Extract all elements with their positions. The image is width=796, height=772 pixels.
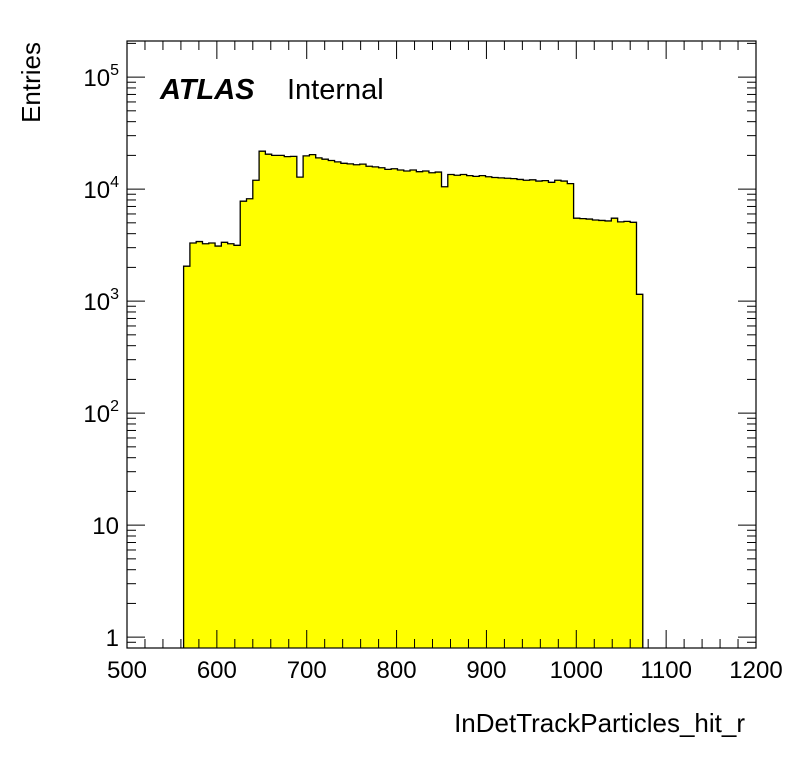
histogram-bar	[265, 154, 273, 648]
histogram-bar	[410, 170, 417, 648]
histogram-bar	[259, 151, 266, 648]
histogram-bar	[573, 218, 581, 648]
histogram-bar	[617, 221, 625, 648]
histogram-bar	[359, 164, 367, 648]
histogram-bar	[630, 222, 638, 649]
histogram-bar	[605, 220, 612, 648]
histogram-bar	[592, 219, 600, 648]
histogram-bar	[284, 156, 292, 648]
axis-tick-labels: 500 600 700 800 900 1000 1100 1200 1 10 102 103 104 1…	[83, 62, 782, 684]
histogram-bar	[428, 172, 436, 648]
x-tick-label: 1200	[729, 657, 782, 684]
histogram-bar	[623, 221, 631, 648]
histogram-bar	[548, 182, 556, 649]
histogram-bar	[422, 171, 430, 649]
histogram-bar	[491, 177, 499, 649]
histogram-bar	[252, 180, 260, 648]
histogram-bar	[290, 156, 298, 648]
histogram-bar	[296, 177, 304, 648]
histogram-bar	[208, 243, 216, 648]
histogram-bar	[309, 154, 317, 648]
histogram-bar	[636, 294, 644, 648]
histogram-bar	[504, 178, 512, 648]
y-tick-label: 103	[83, 286, 119, 316]
histogram-bar	[378, 167, 386, 648]
histogram-bar	[196, 241, 204, 649]
histogram-bar	[586, 219, 594, 648]
histogram-bar	[523, 180, 531, 648]
histogram-bar	[183, 266, 191, 648]
histogram-bar	[391, 168, 399, 648]
histogram-bar	[372, 166, 380, 648]
histogram-bar	[315, 157, 323, 649]
internal-label: Internal	[287, 74, 384, 106]
histogram-outline	[182, 150, 644, 648]
axis-ticks	[126, 41, 757, 649]
histogram-bar	[321, 159, 329, 649]
histogram-bar	[554, 180, 562, 648]
histogram-bar	[485, 176, 493, 648]
histogram-bar	[403, 171, 411, 649]
histogram-bar	[246, 198, 254, 649]
histogram-bar	[353, 164, 361, 649]
plot-frame	[126, 40, 757, 649]
histogram-bar	[416, 171, 424, 648]
histogram-bar	[510, 178, 518, 649]
histogram-bar	[277, 155, 285, 648]
x-tick-label: 500	[107, 657, 147, 684]
histogram-bar	[397, 170, 405, 648]
histogram-bar	[340, 163, 348, 649]
histogram-bar	[303, 155, 311, 649]
histogram-bar	[611, 218, 619, 648]
y-axis-title: Entries	[16, 42, 46, 123]
atlas-label: ATLAS	[159, 74, 255, 106]
y-tick-label: 104	[83, 174, 119, 204]
histogram-bar	[516, 179, 524, 648]
histogram-bar	[347, 163, 355, 648]
histogram-bar	[542, 180, 550, 648]
histogram-bar	[384, 169, 392, 648]
x-tick-label: 600	[197, 657, 237, 684]
histogram-bar	[441, 186, 449, 648]
histogram-bar	[366, 166, 373, 648]
y-tick-label: 10	[92, 513, 119, 540]
histogram-bar	[189, 243, 197, 648]
x-tick-label: 800	[377, 657, 417, 684]
histogram-bar	[561, 181, 568, 649]
histogram-bar	[567, 183, 575, 648]
histogram-bar	[221, 242, 229, 648]
y-tick-label: 105	[83, 62, 119, 92]
histogram-bar	[447, 174, 455, 648]
histogram-bar	[202, 243, 210, 648]
histogram-bars	[183, 151, 644, 649]
histogram-bar	[215, 246, 222, 648]
histogram-bar	[240, 201, 248, 648]
x-tick-label: 700	[287, 657, 327, 684]
histogram-bar	[460, 174, 468, 648]
x-tick-label: 1000	[550, 657, 603, 684]
histogram-bar	[466, 175, 474, 648]
histogram-bar	[435, 172, 443, 648]
x-axis-title: InDetTrackParticles_hit_r	[454, 708, 745, 738]
histogram-bar	[328, 160, 336, 648]
x-tick-label: 1100	[640, 657, 692, 684]
y-tick-label: 1	[106, 625, 119, 652]
y-tick-label: 102	[83, 398, 119, 428]
histogram-bar	[271, 155, 279, 648]
histogram-bar	[227, 243, 235, 648]
histogram-bar	[233, 245, 241, 649]
x-tick-label: 900	[466, 657, 506, 684]
histogram-bar	[334, 161, 342, 648]
histogram-bar	[535, 181, 543, 649]
histogram-bar	[472, 176, 480, 649]
histogram-bar	[454, 175, 461, 648]
histogram-bar	[529, 179, 537, 648]
histogram-bar	[498, 177, 505, 648]
histogram-bar	[479, 175, 487, 648]
histogram-bar	[598, 220, 606, 648]
histogram-bar	[579, 218, 587, 649]
